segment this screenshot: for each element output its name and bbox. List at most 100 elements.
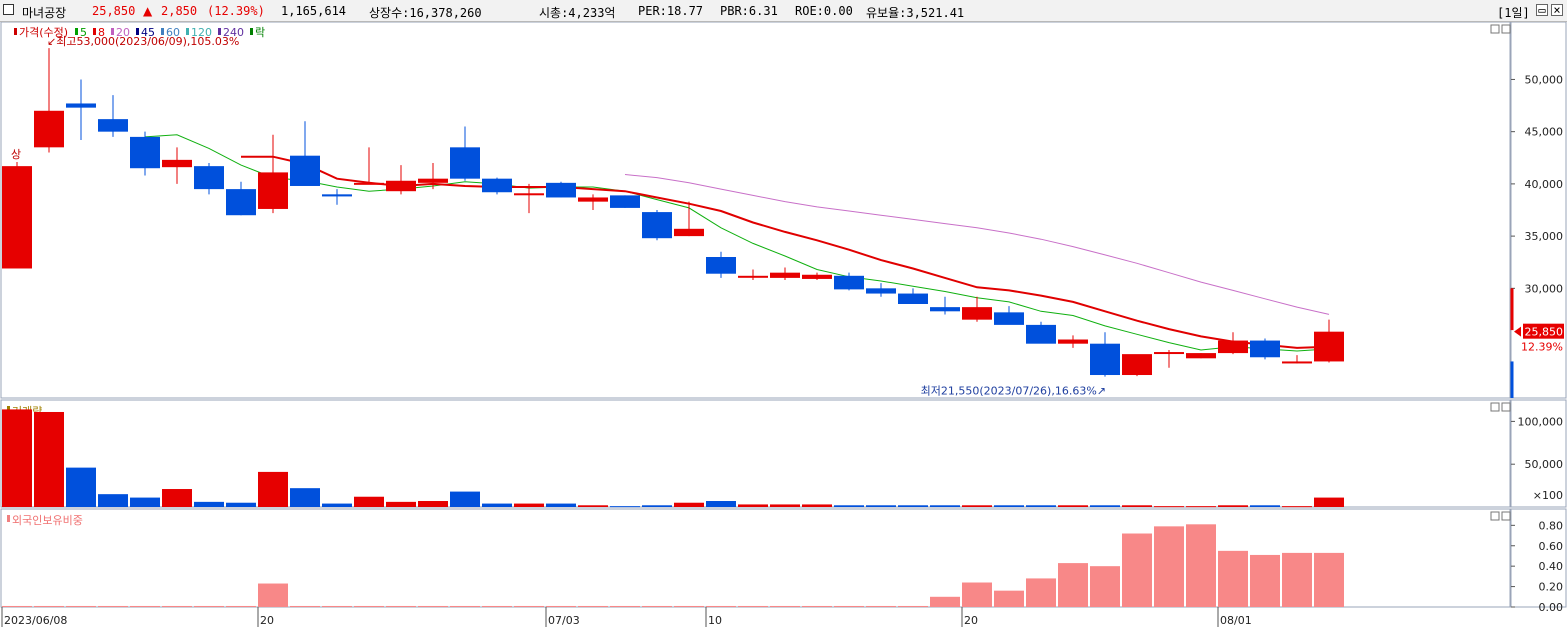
volume-bar — [1218, 505, 1248, 507]
volume-bar — [802, 504, 832, 507]
volume-value: 1,165,614 — [281, 4, 347, 18]
volume-bar — [1250, 505, 1280, 507]
foreign-tick-label: 0.60 — [1539, 540, 1564, 553]
foreign-ratio-bar — [34, 605, 64, 607]
x-axis-label: 2023/06/08 — [4, 614, 67, 627]
foreign-ratio-bar — [450, 605, 480, 607]
candle-body — [130, 136, 160, 169]
foreign-title-swatch — [7, 515, 10, 522]
price-change-pct: (12.39%) — [207, 4, 265, 18]
candle-body — [162, 159, 192, 168]
volume-bar — [834, 505, 864, 507]
foreign-ratio-bar — [258, 583, 288, 607]
price-panel-axis-frame — [1510, 22, 1567, 399]
candle-body — [194, 166, 224, 190]
legend-item: 8 — [98, 26, 105, 39]
pbr-value: PBR:6.31 — [720, 4, 778, 18]
volume-unit-label: ×100 — [1533, 489, 1563, 502]
x-axis-label: 20 — [260, 614, 274, 627]
x-axis-label: 08/01 — [1220, 614, 1252, 627]
candle-body — [1154, 352, 1184, 355]
foreign-ratio-bar — [354, 605, 384, 607]
candle-body — [34, 110, 64, 148]
current-price-tag — [1523, 323, 1564, 339]
legend-swatch — [93, 28, 96, 35]
volume-bar — [738, 504, 768, 507]
candle-body — [354, 182, 384, 185]
low-annotation: 최저21,550(2023/07/26),16.63%↗ — [921, 385, 1106, 398]
volume-bar — [98, 494, 128, 507]
ma20-line — [624, 174, 1330, 315]
volume-bar — [642, 505, 672, 507]
volume-bar — [162, 489, 192, 507]
volume-bar — [866, 505, 896, 507]
foreign-ratio-bar — [66, 605, 96, 607]
foreign-ratio-bar — [770, 605, 800, 607]
foreign-ratio-bar — [802, 605, 832, 607]
price-tick-label: 40,000 — [1525, 178, 1564, 191]
candle-body — [866, 288, 896, 294]
candle-body — [578, 197, 608, 202]
volume-bar — [674, 502, 704, 507]
candle-body — [994, 312, 1024, 325]
volume-bar — [1314, 497, 1344, 507]
legend-swatch — [250, 28, 253, 35]
candle-body — [898, 293, 928, 304]
price-panel-close-icon — [1501, 24, 1511, 34]
foreign-tick-label: 0.00 — [1539, 601, 1564, 614]
volume-panel-minimize-icon — [1490, 402, 1500, 412]
legend-swatch — [75, 28, 78, 35]
candle-body — [930, 307, 960, 312]
candle-body — [834, 275, 864, 290]
volume-bar — [226, 502, 256, 507]
foreign-ratio-bar — [1314, 552, 1344, 607]
select-checkbox[interactable] — [3, 4, 14, 15]
candle-body — [1026, 324, 1056, 344]
candle-body — [1218, 340, 1248, 354]
volume-bar — [194, 501, 224, 507]
candle-body — [290, 155, 320, 186]
volume-bar — [1090, 505, 1120, 507]
stock-chart: 가격(수정) 5 8 20 45 60 120 240 락 50,000 45,000 40,000 3… — [0, 22, 1567, 627]
candle-body — [1314, 331, 1344, 362]
candle-body — [610, 195, 640, 208]
volume-bar — [1154, 506, 1184, 508]
volume-bar — [514, 503, 544, 507]
candle-body — [98, 119, 128, 132]
volume-bar — [770, 504, 800, 507]
foreign-ratio-bar — [962, 582, 992, 607]
period-selector[interactable]: [1일] — [1497, 6, 1530, 20]
candle-body — [802, 274, 832, 279]
foreign-ratio-bar — [642, 605, 672, 607]
candle-body — [1282, 361, 1312, 364]
current-price-tag-label: 25,850 — [1525, 326, 1564, 339]
legend-swatch — [161, 28, 164, 35]
volume-bar — [1122, 505, 1152, 507]
foreign-ratio-bar — [738, 605, 768, 607]
foreign-tick-label: 0.80 — [1539, 519, 1564, 532]
maximize-icon[interactable]: ▭ — [1536, 4, 1548, 16]
legend-item: 60 — [166, 26, 180, 39]
candle-body — [642, 212, 672, 239]
close-icon[interactable]: × — [1551, 4, 1563, 16]
volume-bar — [354, 496, 384, 507]
quote-header: 마녀공장 25,850 ▲ 2,850 (12.39%) 1,165,614 상… — [0, 0, 1567, 22]
x-axis-label: 07/03 — [548, 614, 580, 627]
candle-body — [2, 166, 32, 269]
foreign-tick-label: 0.40 — [1539, 560, 1564, 573]
volume-bar — [930, 505, 960, 507]
volume-bar — [482, 503, 512, 507]
listed-shares: 상장수:16,378,260 — [369, 6, 482, 20]
foreign-ratio-bar — [674, 605, 704, 607]
foreign-ratio-bar — [98, 605, 128, 607]
volume-bar — [610, 506, 640, 508]
current-price-arrow-icon — [1514, 326, 1521, 337]
volume-bar — [1282, 506, 1312, 508]
current-price-pct-label: 12.39% — [1521, 341, 1563, 354]
foreign-ratio-bar — [1186, 524, 1216, 607]
candle-body — [418, 178, 448, 183]
foreign-ratio-bar — [418, 605, 448, 607]
foreign-title: 외국인보유비중 — [12, 514, 83, 527]
legend-swatch — [136, 28, 139, 35]
